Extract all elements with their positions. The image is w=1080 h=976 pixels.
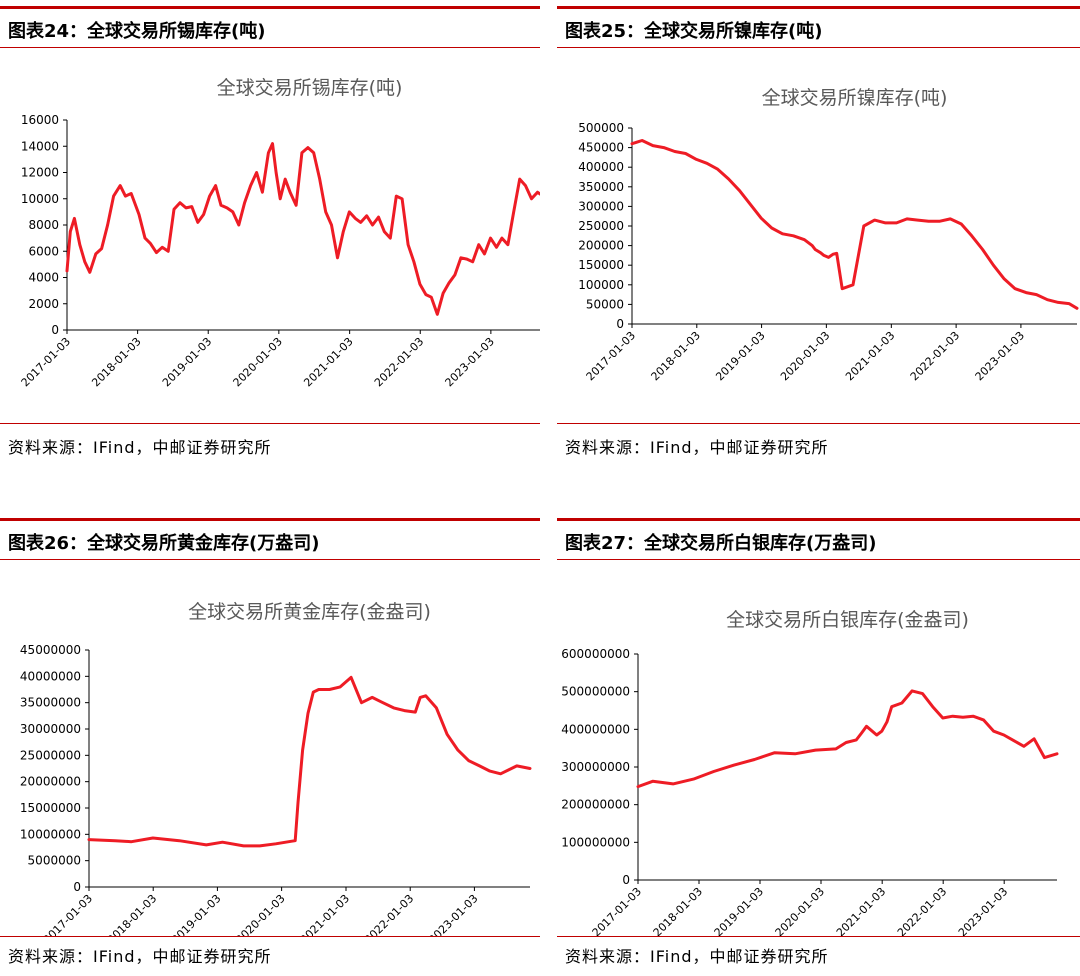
y-tick-label: 2000: [28, 297, 59, 311]
y-tick-label: 10000: [21, 192, 59, 206]
y-tick-label: 25000000: [20, 748, 81, 762]
y-tick-label: 200000000: [561, 798, 630, 812]
x-tick-label: 2018-01-03: [649, 329, 703, 383]
source-note: 资料来源：IFind，中邮证券研究所: [8, 947, 272, 966]
y-tick-label: 50000: [586, 297, 624, 311]
y-tick-label: 15000000: [20, 801, 81, 815]
y-tick-label: 16000: [21, 113, 59, 127]
x-tick-label: 2022-01-03: [895, 885, 949, 936]
y-tick-label: 20000000: [20, 775, 81, 789]
x-tick-label: 2018-01-03: [651, 885, 705, 936]
source-divider: [0, 423, 540, 424]
y-tick-label: 4000: [28, 271, 59, 285]
y-tick-label: 450000: [578, 141, 624, 155]
y-tick-label: 35000000: [20, 696, 81, 710]
panel-silver: 图表27：全球交易所白银库存(万盎司) 全球交易所白银库存(金盎司) 0 10000…: [557, 512, 1080, 976]
x-tick-label: 2020-01-03: [778, 329, 832, 383]
y-tick-label: 0: [622, 873, 630, 887]
y-tick-label: 6000: [28, 244, 59, 258]
nickel-chart: 全球交易所镍库存(吨) 0 50000 100000 150000 200000 25000…: [578, 87, 1079, 383]
x-tick-label: 2019-01-03: [712, 885, 766, 936]
source-divider: [557, 936, 1080, 937]
source-divider: [557, 423, 1080, 424]
x-tick-label: 2017-01-03: [584, 329, 638, 383]
y-tick-label: 500000000: [561, 685, 630, 699]
silver-chart: 全球交易所白银库存(金盎司) 0 100000000 200000000 3000000…: [561, 609, 1059, 936]
x-tick-label: 2023-01-03: [956, 885, 1010, 936]
chart-title: 全球交易所白银库存(金盎司): [726, 609, 969, 631]
y-tick-label: 300000000: [561, 760, 630, 774]
x-tick-label: 2017-01-03: [590, 885, 644, 936]
chart-title: 全球交易所锡库存(吨): [217, 77, 403, 99]
chart-title: 全球交易所黄金库存(金盎司): [188, 601, 431, 623]
figure-label: 图表24：全球交易所锡库存(吨): [8, 21, 266, 42]
panel-gold: 图表26：全球交易所黄金库存(万盎司) 全球交易所黄金库存(金盎司) 0 50000…: [0, 512, 540, 976]
series-line: [65, 142, 540, 316]
y-tick-label: 600000000: [561, 647, 630, 661]
y-tick-label: 12000: [21, 166, 59, 180]
x-tick-label: 2022-01-03: [908, 329, 962, 383]
y-tick-label: 14000: [21, 139, 59, 153]
x-tick-label: 2022-01-03: [372, 335, 426, 389]
x-tick-label: 2021-01-03: [298, 892, 352, 936]
y-tick-label: 30000000: [20, 722, 81, 736]
y-tick-label: 350000: [578, 180, 624, 194]
y-tick-label: 5000000: [28, 854, 81, 868]
series-line: [630, 139, 1079, 310]
series-line: [636, 689, 1059, 789]
y-tick-label: 500000: [578, 121, 624, 135]
y-tick-label: 400000: [578, 160, 624, 174]
y-tick-label: 100000000: [561, 835, 630, 849]
y-tick-label: 40000000: [20, 669, 81, 683]
y-tick-label: 45000000: [20, 643, 81, 657]
x-tick-label: 2018-01-03: [105, 892, 159, 936]
figure-header: 图表25：全球交易所镍库存(吨): [557, 6, 1080, 48]
y-tick-label: 0: [73, 880, 81, 894]
y-tick-label: 10000000: [20, 827, 81, 841]
x-tick-label: 2017-01-03: [41, 892, 95, 936]
source-divider: [0, 936, 540, 937]
x-tick-label: 2017-01-03: [19, 335, 73, 389]
gold-chart: 全球交易所黄金库存(金盎司) 0 5000000 10000000 15000000 20…: [20, 601, 532, 936]
y-tick-label: 300000: [578, 199, 624, 213]
source-note: 资料来源：IFind，中邮证券研究所: [8, 438, 272, 457]
chart-title: 全球交易所镍库存(吨): [762, 87, 948, 109]
x-tick-label: 2021-01-03: [301, 335, 355, 389]
x-tick-label: 2021-01-03: [834, 885, 888, 936]
source-note: 资料来源：IFind，中邮证券研究所: [565, 438, 829, 457]
x-tick-label: 2018-01-03: [89, 335, 143, 389]
x-tick-label: 2020-01-03: [233, 892, 287, 936]
panel-nickel: 图表25：全球交易所镍库存(吨) 全球交易所镍库存(吨) 0 50000 100000…: [557, 0, 1080, 470]
x-tick-label: 2019-01-03: [160, 335, 214, 389]
source-note: 资料来源：IFind，中邮证券研究所: [565, 947, 829, 966]
x-tick-label: 2021-01-03: [843, 329, 897, 383]
x-tick-label: 2020-01-03: [773, 885, 827, 936]
x-tick-label: 2023-01-03: [443, 335, 497, 389]
y-tick-label: 150000: [578, 258, 624, 272]
figure-label: 图表26：全球交易所黄金库存(万盎司): [8, 533, 320, 554]
x-tick-label: 2019-01-03: [169, 892, 223, 936]
panel-tin: 图表24：全球交易所锡库存(吨) 全球交易所锡库存(吨) 0 2000 4000 600…: [0, 0, 540, 470]
figure-header: 图表24：全球交易所锡库存(吨): [0, 6, 540, 48]
series-line: [87, 675, 532, 848]
y-tick-label: 100000: [578, 278, 624, 292]
y-tick-label: 0: [51, 323, 59, 337]
x-tick-label: 2019-01-03: [713, 329, 767, 383]
x-tick-label: 2023-01-03: [973, 329, 1027, 383]
y-tick-label: 250000: [578, 219, 624, 233]
figure-header: 图表26：全球交易所黄金库存(万盎司): [0, 518, 540, 560]
x-tick-label: 2022-01-03: [362, 892, 416, 936]
y-tick-label: 0: [616, 317, 624, 331]
x-tick-label: 2023-01-03: [426, 892, 480, 936]
figure-label: 图表27：全球交易所白银库存(万盎司): [565, 533, 877, 554]
x-tick-label: 2020-01-03: [231, 335, 285, 389]
figure-label: 图表25：全球交易所镍库存(吨): [565, 21, 823, 42]
figure-header: 图表27：全球交易所白银库存(万盎司): [557, 518, 1080, 560]
tin-chart: 全球交易所锡库存(吨) 0 2000 4000 6000 8000 10000 12000 14…: [19, 77, 540, 389]
y-tick-label: 200000: [578, 239, 624, 253]
y-tick-label: 400000000: [561, 722, 630, 736]
y-tick-label: 8000: [28, 218, 59, 232]
